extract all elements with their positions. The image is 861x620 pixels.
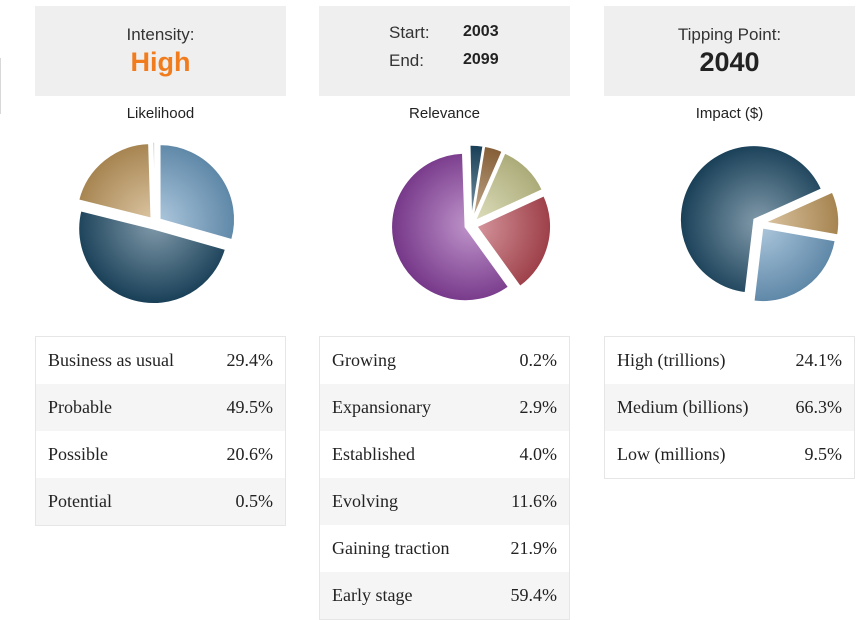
row-category: Early stage xyxy=(332,585,413,605)
relevance-pie-svg xyxy=(390,144,552,302)
likelihood-pie-svg xyxy=(77,141,236,305)
start-row: Start: 2003 xyxy=(389,23,529,43)
table-row: Possible 20.6% xyxy=(36,431,285,478)
left-edge-divider xyxy=(0,58,4,114)
row-category: Possible xyxy=(48,444,109,464)
row-category: Gaining traction xyxy=(332,538,450,558)
impact-column: Tipping Point: 2040 Impact ($) High (tri… xyxy=(604,6,855,479)
row-category: Evolving xyxy=(332,491,398,511)
start-value: 2003 xyxy=(463,23,499,40)
row-category: Expansionary xyxy=(332,397,431,417)
pie-slice-early-stage xyxy=(390,152,510,302)
pie-slice-expansionary xyxy=(468,144,485,220)
row-value: 24.1% xyxy=(795,350,843,370)
table-row: Early stage 59.4% xyxy=(320,572,569,619)
likelihood-chart-title: Likelihood xyxy=(126,105,195,122)
tipping-point-box: Tipping Point: 2040 xyxy=(604,6,855,96)
row-value: 21.9% xyxy=(510,538,558,558)
row-value: 29.4% xyxy=(226,350,274,370)
table-row: High (trillions) 24.1% xyxy=(605,337,854,384)
row-value: 0.2% xyxy=(519,350,558,370)
row-category: Growing xyxy=(332,350,396,370)
row-value: 66.3% xyxy=(795,397,843,417)
table-row: Established 4.0% xyxy=(320,431,569,478)
row-value: 4.0% xyxy=(519,444,558,464)
likelihood-table: Business as usual 29.4% Probable 49.5% Possi… xyxy=(35,336,286,526)
likelihood-column: Intensity: High Likelihood Business as u… xyxy=(35,6,286,526)
pie-slice-probable xyxy=(77,209,227,305)
end-label: End: xyxy=(389,51,424,70)
impact-chart-title: Impact ($) xyxy=(695,105,764,122)
table-row: Expansionary 2.9% xyxy=(320,384,569,431)
pie-slice-high-trillions xyxy=(752,226,837,303)
table-row: Business as usual 29.4% xyxy=(36,337,285,384)
table-row: Growing 0.2% xyxy=(320,337,569,384)
row-category: Potential xyxy=(48,491,112,511)
impact-pie-svg xyxy=(679,144,840,303)
row-category: Low (millions) xyxy=(617,444,726,464)
pie-slice-established xyxy=(471,145,504,220)
row-value: 2.9% xyxy=(519,397,558,417)
impact-pie-chart xyxy=(604,123,855,313)
table-row: Low (millions) 9.5% xyxy=(605,431,854,478)
row-value: 20.6% xyxy=(226,444,274,464)
row-category: Business as usual xyxy=(48,350,174,370)
row-value: 9.5% xyxy=(804,444,843,464)
table-row: Potential 0.5% xyxy=(36,478,285,525)
intensity-label: Intensity: xyxy=(126,25,195,44)
pie-slice-potential xyxy=(151,141,156,218)
intensity-value: High xyxy=(130,47,191,77)
period-box: Start: 2003 End: 2099 xyxy=(319,6,570,96)
relevance-pie-chart xyxy=(319,123,570,313)
row-category: Probable xyxy=(48,397,112,417)
row-category: Medium (billions) xyxy=(617,397,749,417)
table-row: Evolving 11.6% xyxy=(320,478,569,525)
intensity-box: Intensity: High xyxy=(35,6,286,96)
relevance-column: Start: 2003 End: 2099 Relevance Growing 0… xyxy=(319,6,570,620)
end-row: End: 2099 xyxy=(389,51,529,71)
tipping-point-label: Tipping Point: xyxy=(677,25,782,44)
tipping-point-value: 2040 xyxy=(699,47,760,77)
pie-slice-possible xyxy=(77,142,153,220)
pie-slice-business-as-usual xyxy=(159,143,236,241)
start-label: Start: xyxy=(389,23,430,42)
pie-slice-gaining-traction xyxy=(475,194,552,288)
row-value: 59.4% xyxy=(510,585,558,605)
pie-slice-medium-billions xyxy=(679,144,823,294)
row-value: 11.6% xyxy=(511,491,557,511)
pie-slice-low-millions xyxy=(762,190,840,236)
table-row: Probable 49.5% xyxy=(36,384,285,431)
end-value: 2099 xyxy=(463,51,499,68)
row-value: 0.5% xyxy=(235,491,274,511)
table-row: Medium (billions) 66.3% xyxy=(605,384,854,431)
row-value: 49.5% xyxy=(226,397,274,417)
impact-table: High (trillions) 24.1% Medium (billions) 66… xyxy=(604,336,855,479)
relevance-table: Growing 0.2% Expansionary 2.9% Established 4.… xyxy=(319,336,570,620)
row-category: High (trillions) xyxy=(617,350,726,370)
pie-slice-evolving xyxy=(473,151,544,223)
relevance-chart-title: Relevance xyxy=(409,105,480,122)
row-category: Established xyxy=(332,444,415,464)
likelihood-pie-chart xyxy=(35,123,286,313)
table-row: Gaining traction 21.9% xyxy=(320,525,569,572)
